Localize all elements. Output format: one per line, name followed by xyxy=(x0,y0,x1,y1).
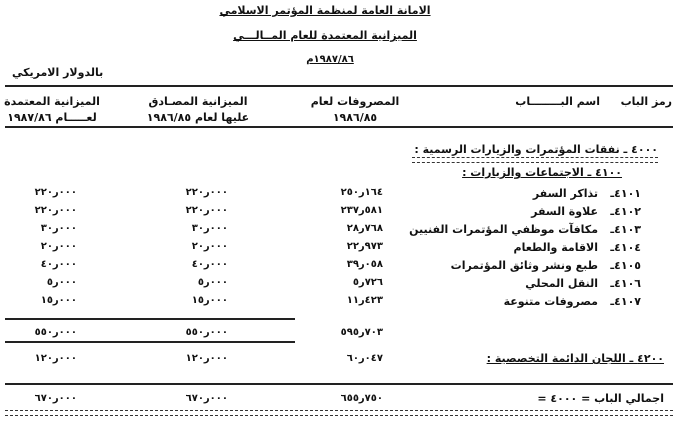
item-code: ٤١٠٥ـ xyxy=(610,259,641,272)
item-budget: ٢٢٠ر٠٠٠ xyxy=(34,205,77,216)
col-budget-header: الميزانية المعتمدة xyxy=(4,95,100,108)
col-spent-year: ١٩٨٦/٨٥ xyxy=(332,111,378,124)
document-title: الميزانية المعتمدة للعام المــالـــي xyxy=(233,29,417,42)
item-code: ٤١٠٧ـ xyxy=(610,295,641,308)
item-spent: ٢٢ر٩٧٣ xyxy=(346,241,383,252)
item-budget: ٣٠ر٠٠٠ xyxy=(40,223,77,234)
item-approved: ٤٠ر٠٠٠ xyxy=(191,259,228,270)
item-name: علاوة السفر xyxy=(531,205,598,218)
col-name-header: اسم البــــــــاب xyxy=(515,95,600,108)
col-spent-header: المصروفات لعام xyxy=(310,95,400,108)
section-4200-heading: ٤٢٠٠ ـ اللجان الدائمة التخصصية : xyxy=(486,352,664,365)
col-approved-header: الميزانية المصـادق xyxy=(148,95,248,108)
header-rule-bottom xyxy=(5,126,673,128)
section-4200-budget: ١٢٠ر٠٠٠ xyxy=(34,353,77,364)
item-code: ٤١٠٣ـ xyxy=(610,223,641,236)
fiscal-year: ١٩٨٧/٨٦م xyxy=(306,54,354,65)
item-approved: ٢٠ر٠٠٠ xyxy=(191,241,228,252)
item-approved: ١٥ر٠٠٠ xyxy=(191,295,228,306)
total-label: اجمالي الباب = ٤٠٠٠ = xyxy=(537,392,664,405)
item-spent: ٢٨ر٧٦٨ xyxy=(346,223,383,234)
item-approved: ٢٢٠ر٠٠٠ xyxy=(185,205,228,216)
col-budget-year: لعـــــام ١٩٨٧/٨٦ xyxy=(7,111,97,124)
total-spent: ٦٥٥ر٧٥٠ xyxy=(340,393,383,404)
item-code: ٤١٠١ـ xyxy=(610,187,641,200)
subtotal-rule-top xyxy=(5,318,295,320)
item-budget: ٢٢٠ر٠٠٠ xyxy=(34,187,77,198)
item-code: ٤١٠٢ـ xyxy=(610,205,641,218)
item-approved: ٣٠ر٠٠٠ xyxy=(191,223,228,234)
subtotal-rule-bottom xyxy=(5,341,295,343)
item-name: مكافآت موظفي المؤتمرات الفنيين xyxy=(409,223,598,236)
item-spent: ١١ر٤٢٣ xyxy=(346,295,383,306)
currency-label: بالدولار الامريكي xyxy=(12,66,104,79)
item-approved: ٢٢٠ر٠٠٠ xyxy=(185,187,228,198)
section-4200-approved: ١٢٠ر٠٠٠ xyxy=(185,353,228,364)
item-budget: ٢٠ر٠٠٠ xyxy=(40,241,77,252)
subtotal-spent: ٥٩٥ر٧٠٣ xyxy=(340,327,383,338)
section-4100-heading: ٤١٠٠ ـ الاجتماعات والزيارات : xyxy=(462,166,622,179)
subtotal-budget: ٥٥٠ر٠٠٠ xyxy=(34,327,77,338)
subtotal-approved: ٥٥٠ر٠٠٠ xyxy=(185,327,228,338)
item-name: تذاكر السفر xyxy=(532,187,598,200)
item-budget: ٤٠ر٠٠٠ xyxy=(40,259,77,270)
item-code: ٤١٠٤ـ xyxy=(610,241,641,254)
total-rule-top xyxy=(5,383,673,385)
double-underline xyxy=(412,157,658,163)
item-spent: ٢٥٠ر١٦٤ xyxy=(340,187,383,198)
item-spent: ٢٣٧ر٥٨١ xyxy=(340,205,383,216)
col-approved-year: عليها لعام ١٩٨٦/٨٥ xyxy=(146,111,250,124)
header-rule-top xyxy=(5,85,673,87)
item-name: طبع ونشر وثائق المؤتمرات xyxy=(450,259,598,272)
item-spent: ٥ر٧٢٦ xyxy=(352,277,383,288)
item-code: ٤١٠٦ـ xyxy=(610,277,641,290)
item-name: الاقامة والطعام xyxy=(513,241,598,254)
org-title: الامانة العامة لمنظمة المؤتمر الاسلامي xyxy=(219,4,431,17)
col-code-header: رمز الباب xyxy=(620,95,672,108)
item-name: مصروفات متنوعة xyxy=(503,295,598,308)
total-approved: ٦٧٠ر٠٠٠ xyxy=(185,393,228,404)
section-4000-heading: ٤٠٠٠ ـ نفقات المؤتمرات والزيارات الرسمية… xyxy=(414,143,658,156)
item-name: النقل المحلي xyxy=(525,277,598,290)
item-spent: ٣٩ر٠٥٨ xyxy=(346,259,383,270)
item-budget: ٥ر٠٠٠ xyxy=(46,277,77,288)
item-budget: ١٥ر٠٠٠ xyxy=(40,295,77,306)
total-budget: ٦٧٠ر٠٠٠ xyxy=(34,393,77,404)
item-approved: ٥ر٠٠٠ xyxy=(197,277,228,288)
total-double-rule xyxy=(5,410,673,416)
section-4200-spent: ٦٠ر٠٤٧ xyxy=(346,353,383,364)
